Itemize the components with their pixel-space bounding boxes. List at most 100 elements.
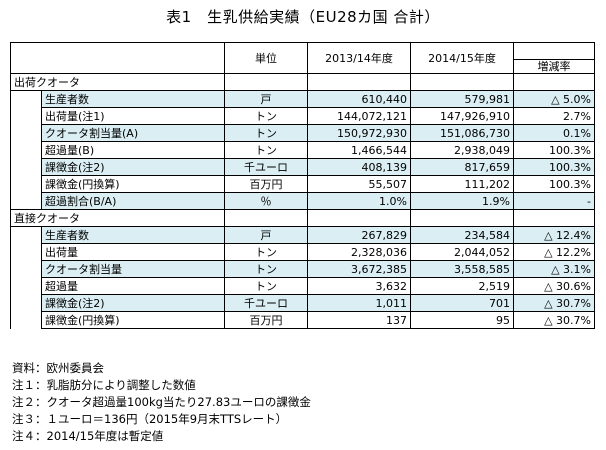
value-2013-14: 1.0% xyxy=(307,192,411,210)
indent-cell xyxy=(10,226,42,244)
value-2014-15: 579,981 xyxy=(410,90,514,108)
value-2013-14: 610,440 xyxy=(307,90,411,108)
value-2013-14: 1,011 xyxy=(307,294,411,312)
row-label: 超過割合(B/A) xyxy=(41,192,225,210)
section-row: 直接クオータ xyxy=(10,209,595,227)
row-label: 課徴金(円換算) xyxy=(41,311,225,329)
row-label: 出荷量(注1) xyxy=(41,107,225,125)
value-2013-14: 150,972,930 xyxy=(307,124,411,142)
indent-cell xyxy=(10,141,42,159)
row-unit: 千ユーロ xyxy=(224,294,308,312)
value-change-rate: 100.3% xyxy=(513,141,595,159)
value-change-rate: △ 3.1% xyxy=(513,260,595,278)
row-unit: トン xyxy=(224,277,308,295)
header-row: 単位 2013/14年度 2014/15年度 増減率 xyxy=(10,42,595,74)
value-change-rate: 0.1% xyxy=(513,124,595,142)
indent-cell xyxy=(10,260,42,278)
table-row: 課徴金(円換算) 百万円 137 95 △ 30.7% xyxy=(10,311,595,329)
value-2013-14: 144,072,121 xyxy=(307,107,411,125)
row-label: 課徴金(注2) xyxy=(41,158,225,176)
row-unit: 百万円 xyxy=(224,311,308,329)
table-row: 超過量 トン 3,632 2,519 △ 30.6% xyxy=(10,277,595,295)
table-title: 表1 生乳供給実績（EU28カ国 合計） xyxy=(166,8,440,26)
value-2013-14: 55,507 xyxy=(307,175,411,193)
row-label: 超過量(B) xyxy=(41,141,225,159)
value-2014-15: 2,044,052 xyxy=(410,243,514,261)
section-empty-cell xyxy=(307,209,411,227)
indent-cell xyxy=(10,294,42,312)
header-change-rate-cell: 増減率 xyxy=(513,42,595,74)
indent-cell xyxy=(10,175,42,193)
row-label: クオータ割当量(A) xyxy=(41,124,225,142)
row-unit: 百万円 xyxy=(224,175,308,193)
value-2014-15: 147,926,910 xyxy=(410,107,514,125)
section-row: 出荷クオータ xyxy=(10,73,595,91)
header-blank xyxy=(10,42,225,74)
table-row: クオータ割当量(A) トン 150,972,930 151,086,730 0.1% xyxy=(10,124,595,142)
value-change-rate: △ 30.7% xyxy=(513,294,595,312)
indent-cell xyxy=(10,107,42,125)
row-unit: 戸 xyxy=(224,90,308,108)
header-2013-14: 2013/14年度 xyxy=(307,42,411,74)
table-row: 超過量(B) トン 1,466,544 2,938,049 100.3% xyxy=(10,141,595,159)
row-unit: トン xyxy=(224,107,308,125)
section-empty-cell xyxy=(410,209,514,227)
row-unit: トン xyxy=(224,141,308,159)
value-2014-15: 234,584 xyxy=(410,226,514,244)
section-empty-cell xyxy=(307,73,411,91)
value-2013-14: 137 xyxy=(307,311,411,329)
table-row: 出荷量 トン 2,328,036 2,044,052 △ 12.2% xyxy=(10,243,595,261)
value-2014-15: 95 xyxy=(410,311,514,329)
footnote: 注３：１ユーロ＝136円（2015年9月末TTSレート） xyxy=(12,412,288,426)
row-unit: トン xyxy=(224,243,308,261)
value-2014-15: 817,659 xyxy=(410,158,514,176)
value-change-rate: △ 12.4% xyxy=(513,226,595,244)
section-empty-cell xyxy=(224,209,308,227)
indent-cell xyxy=(10,243,42,261)
value-change-rate: 100.3% xyxy=(513,158,595,176)
section-empty-cell xyxy=(410,73,514,91)
row-label: 生産者数 xyxy=(41,90,225,108)
section-empty-cell xyxy=(513,73,595,91)
value-2013-14: 408,139 xyxy=(307,158,411,176)
header-unit: 単位 xyxy=(224,42,308,74)
footnote: 注１：乳脂肪分により調整した数値 xyxy=(12,378,196,392)
indent-cell xyxy=(10,158,42,176)
section-label: 直接クオータ xyxy=(10,209,225,227)
footnotes: 資料：欧州委員会 注１：乳脂肪分により調整した数値 注２：クオータ超過量100kg当… xyxy=(12,360,311,445)
indent-cell xyxy=(10,277,42,295)
row-label: 課徴金(円換算) xyxy=(41,175,225,193)
table-row: 課徴金(注2) 千ユーロ 1,011 701 △ 30.7% xyxy=(10,294,595,312)
value-change-rate: 100.3% xyxy=(513,175,595,193)
value-2013-14: 1,466,544 xyxy=(307,141,411,159)
value-2014-15: 1.9% xyxy=(410,192,514,210)
table-row: 生産者数戸 610,440 579,981 △ 5.0% xyxy=(10,90,595,108)
value-2013-14: 3,632 xyxy=(307,277,411,295)
footnote: 注２：クオータ超過量100kg当たり27.83ユーロの課徴金 xyxy=(12,395,311,409)
row-label: 超過量 xyxy=(41,277,225,295)
value-2014-15: 111,202 xyxy=(410,175,514,193)
table-row: 生産者数戸 267,829 234,584 △ 12.4% xyxy=(10,226,595,244)
section-empty-cell xyxy=(224,73,308,91)
indent-cell xyxy=(10,90,42,108)
value-2013-14: 2,328,036 xyxy=(307,243,411,261)
section-empty-cell xyxy=(513,209,595,227)
value-2014-15: 701 xyxy=(410,294,514,312)
row-unit: トン xyxy=(224,124,308,142)
row-label: 生産者数 xyxy=(41,226,225,244)
table-row: 超過割合(B/A) ％ 1.0% 1.9% - xyxy=(10,192,595,210)
header-2014-15: 2014/15年度 xyxy=(410,42,514,74)
table-row: 課徴金(円換算) 百万円 55,507 111,202 100.3% xyxy=(10,175,595,193)
header-change-rate: 増減率 xyxy=(514,59,594,73)
value-2013-14: 3,672,385 xyxy=(307,260,411,278)
table-row: 課徴金(注2) 千ユーロ 408,139 817,659 100.3% xyxy=(10,158,595,176)
row-label: 課徴金(注2) xyxy=(41,294,225,312)
indent-cell xyxy=(10,192,42,210)
value-2013-14: 267,829 xyxy=(307,226,411,244)
value-2014-15: 2,938,049 xyxy=(410,141,514,159)
value-change-rate: - xyxy=(513,192,595,210)
value-2014-15: 3,558,585 xyxy=(410,260,514,278)
value-2014-15: 2,519 xyxy=(410,277,514,295)
value-change-rate: △ 12.2% xyxy=(513,243,595,261)
row-unit: 千ユーロ xyxy=(224,158,308,176)
